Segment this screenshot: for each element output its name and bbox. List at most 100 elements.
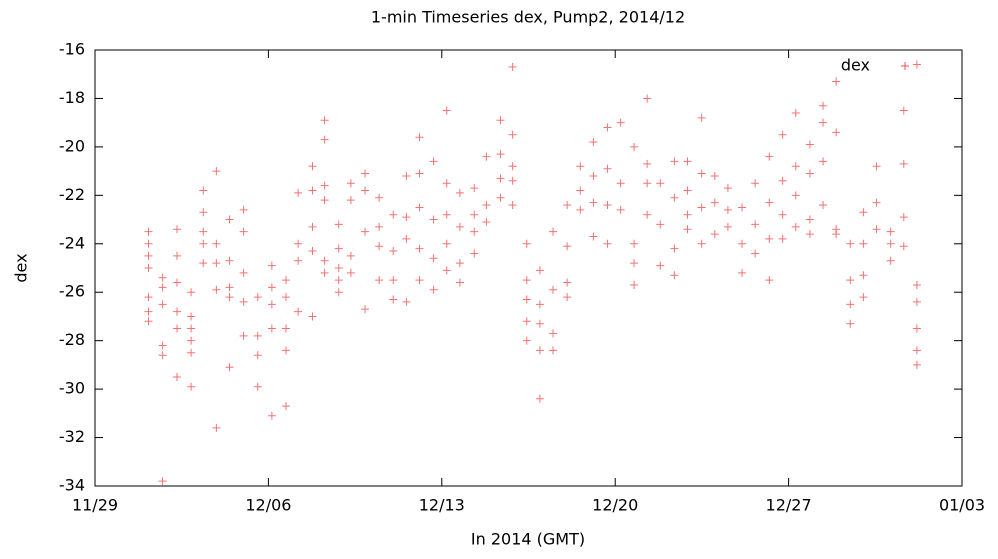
point [320, 268, 329, 277]
point [402, 213, 411, 222]
point [589, 198, 598, 207]
point [697, 203, 706, 212]
y-tick-label: -20 [59, 136, 85, 155]
point [535, 346, 544, 355]
point [589, 232, 598, 241]
point [535, 300, 544, 309]
point [253, 382, 262, 391]
point [535, 394, 544, 403]
point [320, 135, 329, 144]
point [212, 423, 221, 432]
point [751, 249, 760, 258]
point [603, 123, 612, 132]
point [144, 317, 153, 326]
point [765, 198, 774, 207]
point [508, 62, 517, 71]
point [846, 276, 855, 285]
point [563, 278, 572, 287]
point [819, 157, 828, 166]
point [643, 94, 652, 103]
point [643, 159, 652, 168]
point [899, 159, 908, 168]
point [656, 261, 665, 270]
point [253, 293, 262, 302]
point [199, 227, 208, 236]
point [535, 266, 544, 275]
point [522, 317, 531, 326]
point [346, 196, 355, 205]
point [253, 331, 262, 340]
point [697, 169, 706, 178]
point [172, 251, 181, 260]
point [415, 169, 424, 178]
point [576, 162, 585, 171]
point [616, 205, 625, 214]
point [886, 227, 895, 236]
point [482, 201, 491, 210]
point [670, 244, 679, 253]
point [589, 171, 598, 180]
point [225, 293, 234, 302]
point [415, 276, 424, 285]
point [778, 130, 787, 139]
point [267, 324, 276, 333]
point [375, 222, 384, 231]
point [239, 268, 248, 277]
point [563, 242, 572, 251]
point [670, 271, 679, 280]
point [172, 225, 181, 234]
point [482, 152, 491, 161]
point [158, 477, 167, 486]
point [442, 179, 451, 188]
point [294, 256, 303, 265]
point [253, 351, 262, 360]
point [320, 116, 329, 125]
point [549, 329, 558, 338]
point [455, 278, 464, 287]
point [144, 227, 153, 236]
y-tick-label: -22 [59, 185, 85, 204]
point [389, 295, 398, 304]
point [656, 220, 665, 229]
point [697, 113, 706, 122]
point [308, 222, 317, 231]
point [375, 193, 384, 202]
point [375, 276, 384, 285]
point [158, 273, 167, 282]
point [225, 283, 234, 292]
point [508, 130, 517, 139]
point [576, 186, 585, 195]
point [859, 293, 868, 302]
point [670, 157, 679, 166]
point [187, 312, 196, 321]
point [603, 164, 612, 173]
point [576, 205, 585, 214]
point [402, 234, 411, 243]
point [199, 208, 208, 217]
x-tick-label: 01/03 [939, 496, 985, 515]
point [508, 162, 517, 171]
point [172, 307, 181, 316]
point [859, 271, 868, 280]
point [334, 288, 343, 297]
point [912, 280, 921, 289]
point [212, 239, 221, 248]
point [872, 162, 881, 171]
point [346, 268, 355, 277]
point [899, 242, 908, 251]
point [723, 184, 732, 193]
point [239, 297, 248, 306]
point [389, 210, 398, 219]
point [616, 179, 625, 188]
x-tick-label: 11/29 [72, 496, 118, 515]
point [320, 181, 329, 190]
point [912, 324, 921, 333]
point [361, 227, 370, 236]
point [522, 336, 531, 345]
point [791, 191, 800, 200]
point [212, 167, 221, 176]
point [535, 319, 544, 328]
point [683, 210, 692, 219]
y-tick-label: -24 [59, 233, 85, 252]
point [144, 293, 153, 302]
